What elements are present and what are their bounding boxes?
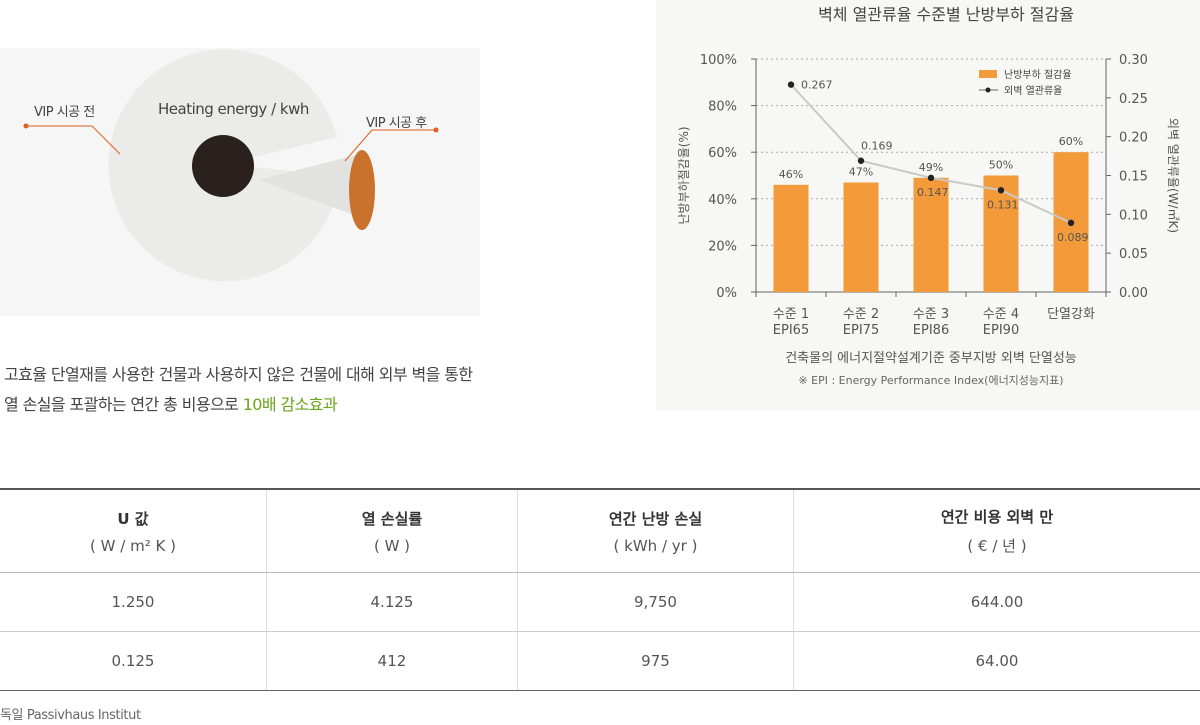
y-right-tick-label: 0.15 [1119,170,1148,185]
energy-wedge [258,154,369,220]
chart-bar [913,177,949,292]
y-right-tick-label: 0.30 [1119,53,1148,68]
legend-bar-label: 난방부하 절감율 [1004,68,1072,81]
series-point [927,174,935,182]
table-header-row: U 값 ( W / m² K ) 열 손실률 ( W ) 연간 난방 손실 ( kWh… [0,488,1200,573]
heating-energy-illustration: VIP 시공 전 Heating energy / kwh VIP 시공 후 [0,48,480,316]
table-row: 1.250 4.125 9,750 644.00 [0,572,1200,632]
y-right-tick-label: 0.20 [1119,131,1148,146]
insulation-description: 고효율 단열재를 사용한 건물과 사용하지 않은 건물에 대해 외부 벽을 통한… [4,360,473,420]
bar-value-label: 60% [1059,135,1083,148]
chart-note: ※ EPI : Energy Performance Index(에너지성능지표… [798,374,1063,387]
y-tick-label: 80% [708,100,737,115]
header-u-value: U 값 ( W / m² K ) [0,488,267,573]
x-tick-label: 수준 3 [913,307,949,322]
y-right-tick-label: 0.00 [1119,286,1148,301]
header-title: 열 손실률 [361,509,423,528]
x-tick-label: EPI86 [913,323,949,338]
bar-value-label: 47% [849,165,873,178]
vip-before-label: VIP 시공 전 [34,105,95,120]
x-axis-title: 건축물의 에너지절약설계기준 중부지방 외벽 단열성능 [785,351,1077,366]
x-tick-label: 수준 4 [983,307,1019,322]
heat-loss-table: U 값 ( W / m² K ) 열 손실률 ( W ) 연간 난방 손실 ( kWh… [0,488,1200,691]
bar-value-label: 50% [989,159,1013,172]
y-right-tick-label: 0.10 [1119,208,1148,223]
y-right-tick-label: 0.25 [1119,92,1148,107]
header-unit: ( W / m² K ) [90,536,176,555]
table-cell: 412 [266,631,518,691]
table-cell: 1.250 [0,572,267,632]
description-line-2-text: 열 손실을 포괄하는 연간 총 비용으로 [4,395,243,414]
bar-value-label: 49% [919,161,943,174]
header-annual-cost: 연간 비용 외벽 만 ( € / 년 ) [793,488,1200,573]
point-value-label: 0.131 [987,198,1019,211]
description-highlight: 10배 감소효과 [242,395,338,414]
table-row: 0.125 412 975 64.00 [0,631,1200,691]
x-tick-label: EPI90 [983,323,1019,338]
header-title: 연간 비용 외벽 만 [940,508,1054,526]
header-unit: ( kWh / yr ) [613,536,698,555]
y-tick-label: 60% [708,146,737,161]
header-unit: ( W ) [373,536,411,555]
header-title: 연간 난방 손실 [608,509,703,528]
header-heat-loss: 열 손실률 ( W ) [266,488,518,573]
header-title: U 값 [117,509,149,528]
series-point [787,81,795,88]
y-tick-label: 40% [708,193,737,208]
point-value-label: 0.089 [1057,231,1089,244]
y-right-tick-label: 0.05 [1119,247,1148,262]
chart-bar [773,184,809,292]
after-leader-diag [344,129,373,162]
y-tick-label: 20% [708,239,737,254]
source-credit: 독일 Passivhaus Institut [0,708,141,723]
y-right-axis-title: 외벽 열관류율(W/㎡K) [1166,118,1180,233]
before-leader-diag [91,125,121,155]
x-tick-label: 수준 1 [773,307,809,322]
x-tick-label: EPI65 [773,323,809,338]
point-value-label: 0.267 [801,79,833,92]
x-tick-label: EPI75 [843,323,879,338]
table-cell: 4.125 [266,572,518,632]
header-annual-heating: 연간 난방 손실 ( kWh / yr ) [517,488,794,573]
point-value-label: 0.147 [917,186,949,199]
heating-energy-pie [23,49,439,282]
series-point [997,187,1005,194]
table-cell: 64.00 [793,631,1200,691]
y-tick-label: 0% [716,286,737,301]
y-axis-title: 난방부하절감율(%) [677,126,691,224]
x-tick-label: 수준 2 [843,307,879,322]
series-point [857,157,865,164]
chart-title: 벽체 열관류율 수준별 난방부하 절감율 [818,5,1074,24]
chart-bar [843,182,879,292]
table-cell: 644.00 [793,572,1200,632]
series-point [1067,219,1075,227]
description-line-2: 열 손실을 포괄하는 연간 총 비용으로 10배 감소효과 [4,390,472,420]
pie-center-hub [192,135,254,197]
header-unit: ( € / 년 ) [967,537,1027,555]
bar-value-label: 46% [779,168,803,181]
table-cell: 9,750 [517,572,794,632]
savings-chart: 벽체 열관류율 수준별 난방부하 절감율 0% 20% 40% 60% 80% 100% 0.… [677,5,1180,387]
point-value-label: 0.169 [861,140,893,153]
y-tick-label: 100% [700,53,737,68]
legend-line-label: 외벽 열관류율 [1004,85,1062,97]
x-tick-label: 단열강화 [1047,307,1095,322]
table-cell: 975 [517,631,794,691]
legend-line-marker [985,87,991,93]
chart-panel: 벽체 열관류율 수준별 난방부하 절감율 0% 20% 40% 60% 80% 100% 0.… [656,0,1200,410]
heating-energy-label: Heating energy / kwh [158,100,309,118]
legend-bar-swatch [979,70,997,78]
vip-after-label: VIP 시공 후 [366,116,427,131]
table-cell: 0.125 [0,631,267,691]
energy-after-slice [349,150,375,230]
description-line-1: 고효율 단열재를 사용한 건물과 사용하지 않은 건물에 대해 외부 벽을 통한 [4,365,473,384]
